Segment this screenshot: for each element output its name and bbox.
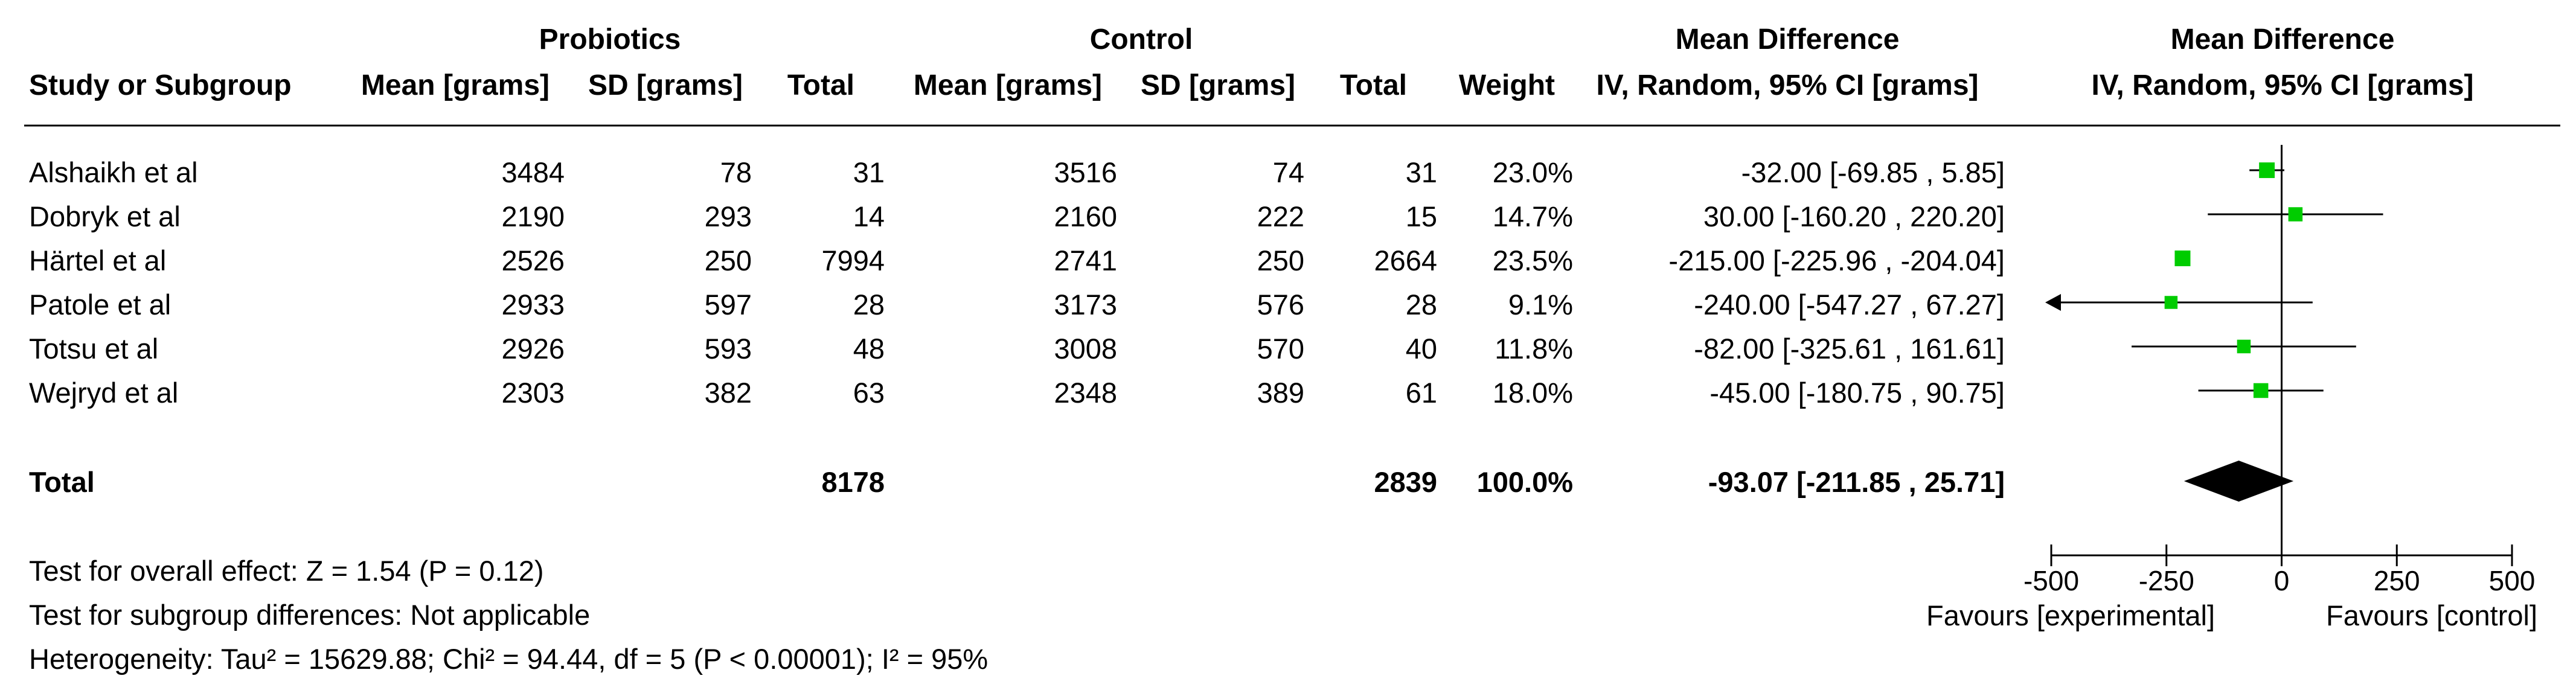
column-header-weight: Weight xyxy=(1458,69,1555,101)
study-marker xyxy=(2174,251,2191,266)
column-header-control-sd: SD [grams] xyxy=(1140,69,1295,101)
probiotics-mean: 2933 xyxy=(501,289,565,321)
probiotics-sd: 593 xyxy=(704,333,752,365)
study-marker xyxy=(2288,207,2303,222)
control-mean: 2160 xyxy=(1054,200,1117,232)
study-name: Wejryd et al xyxy=(29,377,179,409)
ci-truncation-arrow xyxy=(2045,294,2061,311)
control-sd: 576 xyxy=(1257,289,1304,321)
weight: 9.1% xyxy=(1508,289,1573,321)
column-header-ci-plot: IV, Random, 95% CI [grams] xyxy=(2091,69,2474,101)
control-mean: 2741 xyxy=(1054,244,1117,276)
probiotics-total: 31 xyxy=(853,156,885,188)
x-axis-tick-label: -250 xyxy=(2139,565,2194,596)
weight: 18.0% xyxy=(1492,377,1573,409)
control-total: 61 xyxy=(1405,377,1437,409)
column-header-control-mean: Mean [grams] xyxy=(913,69,1102,101)
column-header-ci-table: IV, Random, 95% CI [grams] xyxy=(1596,69,1979,101)
probiotics-sd: 382 xyxy=(704,377,752,409)
overall-effect-note: Test for overall effect: Z = 1.54 (P = 0… xyxy=(29,555,544,587)
ci-text: -240.00 [-547.27 , 67.27] xyxy=(1694,289,2005,321)
group-header-mean-difference-table: Mean Difference xyxy=(1675,24,1900,56)
probiotics-sd: 250 xyxy=(704,244,752,276)
probiotics-total: 63 xyxy=(853,377,885,409)
column-header-control-total: Total xyxy=(1339,69,1407,101)
control-sd: 389 xyxy=(1257,377,1304,409)
control-total: 15 xyxy=(1405,200,1437,232)
ci-text-total: -93.07 [-211.85 , 25.71] xyxy=(1708,466,2005,498)
ci-text: -32.00 [-69.85 , 5.85] xyxy=(1741,156,2005,188)
ci-text: -215.00 [-225.96 , -204.04] xyxy=(1668,244,2005,276)
probiotics-total: 14 xyxy=(853,200,885,232)
control-total-sum: 2839 xyxy=(1374,466,1437,498)
probiotics-sd: 293 xyxy=(704,200,752,232)
control-sd: 222 xyxy=(1257,200,1304,232)
group-header-probiotics: Probiotics xyxy=(539,24,681,56)
pooled-diamond xyxy=(2184,461,2294,502)
probiotics-total-sum: 8178 xyxy=(821,466,885,498)
column-header-probiotics-total: Total xyxy=(787,69,854,101)
probiotics-mean: 2303 xyxy=(501,377,565,409)
control-total: 40 xyxy=(1405,333,1437,365)
study-marker xyxy=(2259,162,2275,178)
control-mean: 3008 xyxy=(1054,333,1117,365)
probiotics-total: 7994 xyxy=(821,244,885,276)
study-marker xyxy=(2237,339,2251,354)
weight: 14.7% xyxy=(1492,200,1573,232)
column-header-probiotics-sd: SD [grams] xyxy=(588,69,743,101)
favours-left-label: Favours [experimental] xyxy=(1926,599,2216,631)
control-mean: 2348 xyxy=(1054,377,1117,409)
probiotics-sd: 597 xyxy=(704,289,752,321)
study-name: Totsu et al xyxy=(29,333,159,365)
control-total: 31 xyxy=(1405,156,1437,188)
group-header-mean-difference-plot: Mean Difference xyxy=(2170,24,2395,56)
group-header-control: Control xyxy=(1089,24,1193,56)
control-mean: 3173 xyxy=(1054,289,1117,321)
weight-total: 100.0% xyxy=(1476,466,1573,498)
x-axis-tick-label: 250 xyxy=(2374,565,2420,596)
control-mean: 3516 xyxy=(1054,156,1117,188)
ci-text: 30.00 [-160.20 , 220.20] xyxy=(1703,200,2005,232)
subgroup-differences-note: Test for subgroup differences: Not appli… xyxy=(29,599,591,631)
weight: 11.8% xyxy=(1495,333,1573,365)
probiotics-total: 28 xyxy=(853,289,885,321)
probiotics-mean: 3484 xyxy=(501,156,565,188)
column-header-probiotics-mean: Mean [grams] xyxy=(360,69,549,101)
column-header-study: Study or Subgroup xyxy=(29,69,292,101)
x-axis-tick-label: 0 xyxy=(2274,565,2290,596)
ci-text: -45.00 [-180.75 , 90.75] xyxy=(1709,377,2005,409)
control-sd: 250 xyxy=(1257,244,1304,276)
weight: 23.5% xyxy=(1492,244,1573,276)
probiotics-total: 48 xyxy=(853,333,885,365)
control-total: 28 xyxy=(1405,289,1437,321)
study-name: Dobryk et al xyxy=(29,200,181,232)
probiotics-sd: 78 xyxy=(720,156,752,188)
heterogeneity-note: Heterogeneity: Tau² = 15629.88; Chi² = 9… xyxy=(29,643,988,675)
study-marker xyxy=(2164,296,2178,309)
study-name: Patole et al xyxy=(29,289,171,321)
total-label: Total xyxy=(29,466,95,498)
study-name: Alshaikh et al xyxy=(29,156,198,188)
probiotics-mean: 2526 xyxy=(501,244,565,276)
weight: 23.0% xyxy=(1492,156,1573,188)
study-name: Härtel et al xyxy=(29,244,167,276)
x-axis-tick-label: 500 xyxy=(2489,565,2536,596)
probiotics-mean: 2190 xyxy=(501,200,565,232)
ci-text: -82.00 [-325.61 , 161.61] xyxy=(1694,333,2005,365)
favours-right-label: Favours [control] xyxy=(2326,599,2538,631)
control-total: 2664 xyxy=(1374,244,1437,276)
probiotics-mean: 2926 xyxy=(501,333,565,365)
x-axis-tick-label: -500 xyxy=(2023,565,2079,596)
study-marker xyxy=(2253,383,2269,398)
control-sd: 74 xyxy=(1272,156,1304,188)
control-sd: 570 xyxy=(1257,333,1304,365)
